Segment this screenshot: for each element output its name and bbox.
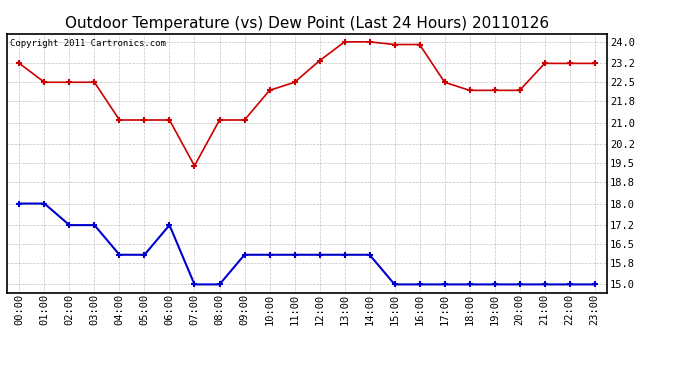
Title: Outdoor Temperature (vs) Dew Point (Last 24 Hours) 20110126: Outdoor Temperature (vs) Dew Point (Last… (65, 16, 549, 31)
Text: Copyright 2011 Cartronics.com: Copyright 2011 Cartronics.com (10, 39, 166, 48)
